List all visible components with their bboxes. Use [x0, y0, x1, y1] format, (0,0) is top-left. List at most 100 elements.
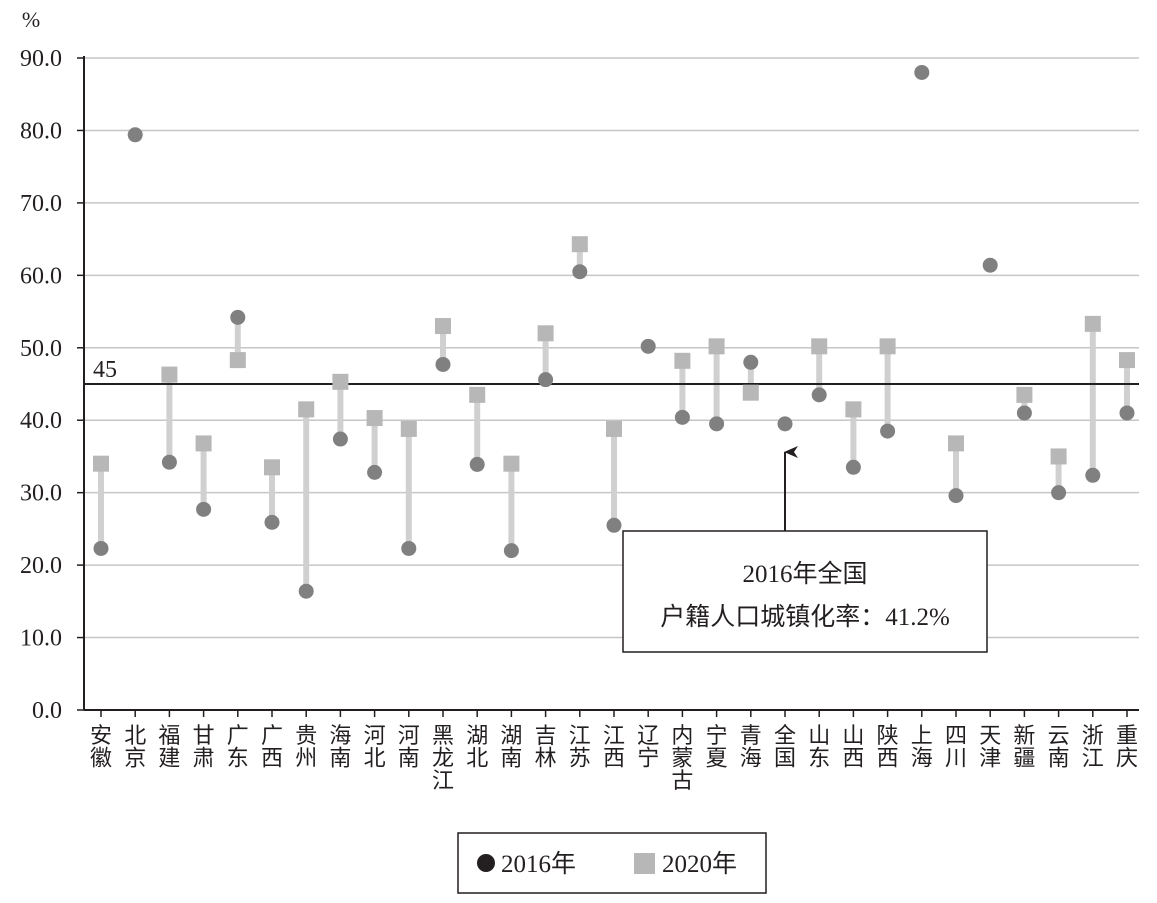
annotation-line-2: 户籍人口城镇化率：41.2% [660, 603, 950, 631]
y-tick-label: 0.0 [32, 698, 62, 724]
x-category-label: 海南 [329, 724, 351, 772]
x-category-label: 四川 [945, 724, 967, 772]
annotation-callout: 2016年全国 户籍人口城镇化率：41.2% [622, 446, 988, 653]
marker-2016 [674, 409, 690, 425]
legend-marker-2020 [634, 853, 655, 874]
marker-2016 [948, 488, 964, 504]
marker-2016 [538, 372, 554, 388]
marker-2016 [1016, 405, 1032, 421]
y-tick-label: 50.0 [20, 336, 62, 362]
x-category-label: 山东 [808, 724, 830, 772]
marker-2020 [811, 338, 828, 355]
marker-2016 [264, 514, 280, 530]
legend-marker-2016 [477, 854, 495, 872]
x-category-label: 浙江 [1082, 724, 1104, 772]
marker-2016 [743, 354, 759, 370]
marker-2020 [93, 455, 109, 472]
axes [77, 56, 1139, 717]
marker-2020 [845, 401, 862, 418]
x-category-label: 安徽 [90, 724, 112, 772]
marker-2016 [811, 387, 827, 403]
marker-2020 [195, 435, 212, 452]
y-axis-unit-label: % [22, 7, 40, 32]
marker-2016 [572, 264, 588, 280]
marker-2016 [1085, 467, 1101, 483]
legend-label-2020: 2020年 [662, 850, 737, 878]
x-category-label: 重庆 [1116, 724, 1138, 772]
marker-2016 [127, 127, 143, 143]
marker-2016 [1051, 485, 1067, 501]
data-markers [93, 64, 1135, 599]
x-category-label: 黑龙江 [432, 724, 454, 794]
marker-2016 [469, 456, 485, 472]
x-category-label: 河南 [398, 724, 420, 772]
marker-2020 [1084, 315, 1101, 332]
y-tick-label: 90.0 [20, 46, 62, 72]
marker-2016 [93, 540, 109, 556]
x-category-label: 福建 [158, 724, 180, 772]
y-axis-ticks: 0.0 10.0 20.0 30.0 40.0 50.0 60.0 70.0 80.0 90.0 [20, 46, 62, 724]
x-category-label: 上海 [911, 724, 933, 772]
marker-2020 [229, 352, 246, 369]
x-axis-category-labels: 安徽北京福建甘肃广东广西贵州海南河北河南黑龙江湖北湖南吉林江苏江西辽宁内蒙古宁夏… [90, 724, 1138, 794]
marker-2020 [948, 435, 964, 452]
x-category-label: 辽宁 [637, 724, 659, 772]
marker-2016 [709, 416, 725, 432]
marker-2016 [982, 257, 998, 273]
marker-2020 [708, 338, 725, 355]
marker-2016 [161, 454, 177, 470]
marker-2020 [606, 420, 622, 437]
marker-2020 [503, 455, 520, 472]
marker-2020 [400, 420, 417, 437]
marker-2020 [161, 366, 178, 383]
marker-2016 [880, 423, 896, 439]
marker-2020 [742, 384, 759, 401]
y-tick-label: 20.0 [20, 553, 62, 579]
marker-2016 [845, 459, 861, 475]
x-category-label: 青海 [740, 724, 762, 772]
marker-2016 [777, 416, 793, 432]
marker-2016 [606, 517, 622, 533]
legend-label-2016: 2016年 [501, 850, 576, 878]
marker-2016 [914, 64, 930, 80]
marker-2020 [1016, 386, 1033, 403]
y-tick-label: 70.0 [20, 191, 62, 217]
marker-2020 [298, 401, 315, 418]
x-category-label: 北京 [124, 724, 146, 772]
marker-2016 [401, 540, 417, 556]
x-category-label: 天津 [979, 724, 1001, 772]
legend: 2016年 2020年 [457, 832, 767, 894]
x-category-label: 内蒙古 [671, 724, 693, 794]
marker-2016 [435, 356, 451, 372]
annotation-line-1: 2016年全国 [742, 560, 867, 588]
marker-2020 [537, 325, 554, 342]
marker-2020 [1119, 352, 1135, 369]
marker-2016 [230, 309, 246, 325]
marker-2020 [879, 338, 896, 355]
marker-2020 [1050, 448, 1067, 465]
x-category-label: 宁夏 [706, 724, 728, 772]
x-category-label: 云南 [1048, 724, 1070, 772]
x-category-label: 湖南 [500, 724, 522, 772]
x-category-label: 广西 [261, 724, 283, 772]
x-category-label: 湖北 [466, 724, 488, 772]
marker-2016 [1119, 405, 1135, 421]
x-category-label: 陕西 [877, 724, 899, 772]
marker-2016 [640, 338, 656, 354]
x-category-label: 全国 [774, 724, 796, 772]
marker-2020 [674, 352, 691, 369]
y-tick-label: 60.0 [20, 263, 62, 289]
legend-box [457, 832, 767, 894]
reference-line-label: 45 [93, 357, 117, 383]
marker-2020 [366, 410, 383, 427]
x-category-label: 山西 [842, 724, 864, 772]
marker-2016 [196, 501, 212, 517]
x-category-label: 江苏 [569, 724, 591, 772]
x-category-label: 河北 [364, 724, 386, 772]
marker-2020 [332, 373, 349, 390]
y-tick-label: 80.0 [20, 118, 62, 144]
x-category-label: 贵州 [295, 724, 317, 772]
annotation-box [622, 530, 988, 653]
marker-2020 [571, 236, 588, 253]
